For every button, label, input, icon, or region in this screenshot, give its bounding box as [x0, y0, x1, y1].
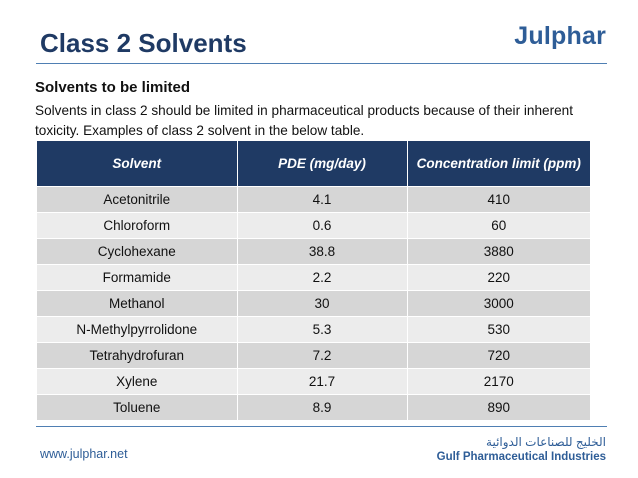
cell-pde: 7.2	[237, 342, 408, 369]
section-subtitle: Solvents to be limited	[35, 79, 191, 96]
table-header-row: Solvent PDE (mg/day) Concentration limit…	[37, 141, 590, 187]
table-row: Tetrahydrofuran 7.2 720	[37, 342, 590, 369]
cell-pde: 30	[237, 290, 408, 317]
julphar-logo: Julphar	[514, 22, 606, 50]
cell-pde: 2.2	[237, 264, 408, 291]
cell-solvent: Xylene	[37, 368, 238, 395]
cell-solvent: Acetonitrile	[37, 186, 238, 213]
cell-limit: 220	[407, 264, 590, 291]
cell-limit: 720	[407, 342, 590, 369]
table-row: Cyclohexane 38.8 3880	[37, 238, 590, 265]
table-row: Formamide 2.2 220	[37, 264, 590, 291]
table-row: Toluene 8.9 890	[37, 394, 590, 420]
cell-pde: 5.3	[237, 316, 408, 343]
cell-limit: 2170	[407, 368, 590, 395]
intro-paragraph: Solvents in class 2 should be limited in…	[35, 103, 574, 138]
cell-limit: 3000	[407, 290, 590, 317]
cell-limit: 410	[407, 186, 590, 213]
title-divider	[36, 63, 607, 64]
cell-solvent: Tetrahydrofuran	[37, 342, 238, 369]
cell-limit: 3880	[407, 238, 590, 265]
cell-pde: 21.7	[237, 368, 408, 395]
header-pde: PDE (mg/day)	[237, 141, 408, 187]
cell-pde: 0.6	[237, 212, 408, 239]
cell-solvent: N-Methylpyrrolidone	[37, 316, 238, 343]
table-row: Xylene 21.7 2170	[37, 368, 590, 395]
cell-solvent: Formamide	[37, 264, 238, 291]
cell-solvent: Chloroform	[37, 212, 238, 239]
website-link[interactable]: www.julphar.net	[40, 447, 128, 461]
cell-pde: 8.9	[237, 394, 408, 420]
footer-divider	[36, 426, 607, 427]
table-row: N-Methylpyrrolidone 5.3 530	[37, 316, 590, 343]
cell-pde: 38.8	[237, 238, 408, 265]
cell-solvent: Toluene	[37, 394, 238, 420]
table-row: Methanol 30 3000	[37, 290, 590, 317]
slide-title: Class 2 Solvents	[40, 28, 247, 58]
cell-limit: 60	[407, 212, 590, 239]
cell-solvent: Cyclohexane	[37, 238, 238, 265]
table-row: Acetonitrile 4.1 410	[37, 186, 590, 213]
solvents-table: Solvent PDE (mg/day) Concentration limit…	[37, 141, 590, 420]
table-row: Chloroform 0.6 60	[37, 212, 590, 239]
cell-limit: 890	[407, 394, 590, 420]
header-solvent: Solvent	[37, 141, 238, 187]
cell-limit: 530	[407, 316, 590, 343]
cell-solvent: Methanol	[37, 290, 238, 317]
company-name-english: Gulf Pharmaceutical Industries	[436, 451, 606, 463]
cell-pde: 4.1	[237, 186, 408, 213]
company-name-arabic: الخليج للصناعات الدوائية	[486, 435, 606, 449]
header-concentration-limit: Concentration limit (ppm)	[407, 141, 590, 187]
